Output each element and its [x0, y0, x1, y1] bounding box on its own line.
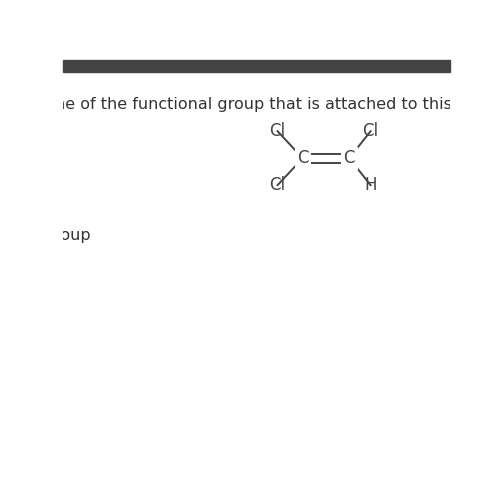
- Bar: [62, 60, 450, 72]
- Text: C: C: [344, 149, 355, 167]
- Text: Cl: Cl: [270, 122, 285, 140]
- Text: H: H: [364, 176, 377, 194]
- Text: Cl: Cl: [270, 176, 285, 194]
- Text: roup: roup: [55, 228, 92, 242]
- Text: ne of the functional group that is attached to this hydrocarbon: ne of the functional group that is attac…: [55, 97, 500, 112]
- Text: Cl: Cl: [362, 122, 378, 140]
- Text: C: C: [297, 149, 308, 167]
